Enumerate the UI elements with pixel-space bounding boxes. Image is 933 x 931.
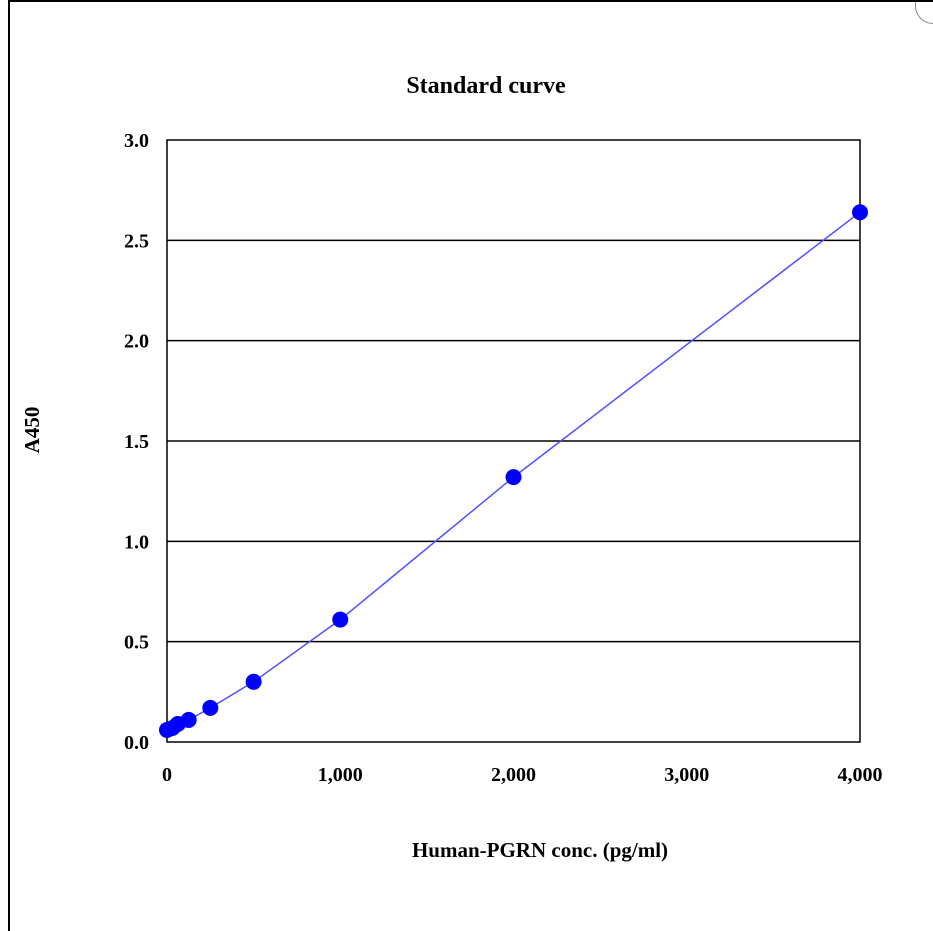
data-point <box>202 699 219 716</box>
y-tick-label: 2.0 <box>124 331 149 353</box>
y-tick-label: 3.0 <box>124 130 149 152</box>
data-point <box>852 204 868 221</box>
x-tick-label: 2,000 <box>491 764 536 786</box>
x-tick-labels: 0 1,000 2,000 3,000 4,000 <box>162 764 883 786</box>
y-tick-labels: 0.0 0.5 1.0 1.5 2.0 2.5 3.0 <box>124 130 149 754</box>
y-tick-label: 0.0 <box>124 732 149 754</box>
data-point <box>245 673 262 690</box>
x-tick-label: 1,000 <box>318 764 363 786</box>
data-point <box>332 611 349 628</box>
y-tick-label: 0.5 <box>124 632 149 654</box>
chart-frame <box>8 0 933 931</box>
data-point <box>180 711 197 728</box>
y-tick-label: 2.5 <box>124 230 149 252</box>
chart-title: Standard curve <box>406 73 566 99</box>
x-tick-label: 4,000 <box>838 764 883 786</box>
data-series <box>159 204 868 738</box>
plot-border <box>166 139 861 743</box>
x-tick-label: 3,000 <box>664 764 709 786</box>
y-axis-label: A450 <box>20 407 44 454</box>
x-tick-label: 0 <box>162 764 172 786</box>
y-tick-label: 1.0 <box>124 531 149 553</box>
gridlines <box>167 239 860 643</box>
y-tick-label: 1.5 <box>124 431 149 453</box>
data-point <box>505 469 522 486</box>
plot-area <box>166 139 861 743</box>
x-axis-label: Human-PGRN conc. (pg/ml) <box>412 838 668 862</box>
